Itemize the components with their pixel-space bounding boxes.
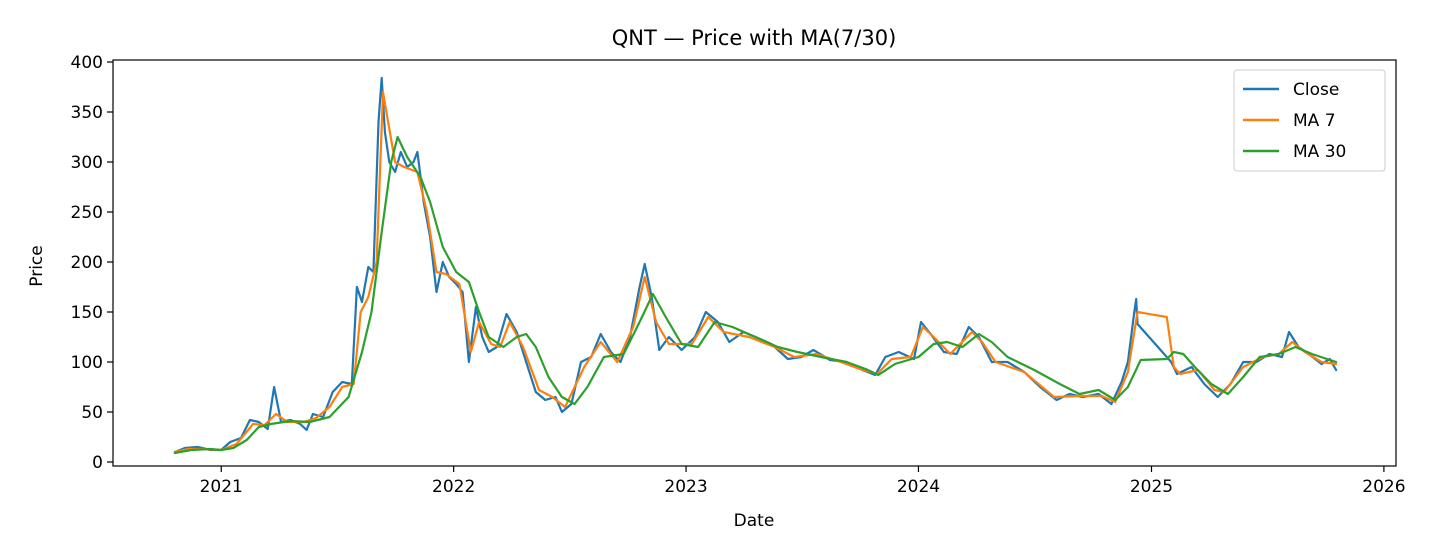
legend-label-ma-7: MA 7: [1293, 111, 1336, 131]
x-tick-label-2022: 2022: [432, 477, 475, 497]
y-tick-label-350: 350: [71, 103, 103, 123]
series-layer: [173, 76, 1338, 455]
plot-frame: [112, 59, 1397, 467]
y-tick-label-0: 0: [92, 453, 103, 473]
x-axis: 2021 2022 2023 2024 2025 2026: [200, 466, 1406, 497]
y-axis-title: Price: [27, 245, 47, 286]
y-tick-label-150: 150: [71, 303, 103, 323]
y-tick-label-300: 300: [71, 153, 103, 173]
chart-title: QNT — Price with MA(7/30): [612, 26, 897, 50]
y-axis: 0 50 100 150 200 250 300 350 400: [71, 53, 113, 473]
x-axis-title: Date: [734, 511, 775, 531]
series-line-close: [173, 76, 1338, 454]
x-tick-label-2023: 2023: [664, 477, 707, 497]
x-tick-label-2026: 2026: [1362, 477, 1405, 497]
plot-area: [112, 59, 1397, 467]
x-tick-label-2025: 2025: [1130, 477, 1173, 497]
y-tick-label-200: 200: [71, 253, 103, 273]
x-tick-label-2021: 2021: [200, 477, 243, 497]
y-tick-label-400: 400: [71, 53, 103, 73]
legend-frame: [1233, 69, 1386, 172]
x-tick-label-2024: 2024: [897, 477, 940, 497]
legend: Close MA 7 MA 30: [1233, 69, 1386, 172]
series-line-ma-30: [173, 135, 1338, 455]
y-tick-label-100: 100: [71, 353, 103, 373]
legend-label-close: Close: [1293, 80, 1339, 100]
legend-label-ma-30: MA 30: [1293, 142, 1346, 162]
y-tick-label-250: 250: [71, 203, 103, 223]
y-tick-label-50: 50: [81, 403, 103, 423]
